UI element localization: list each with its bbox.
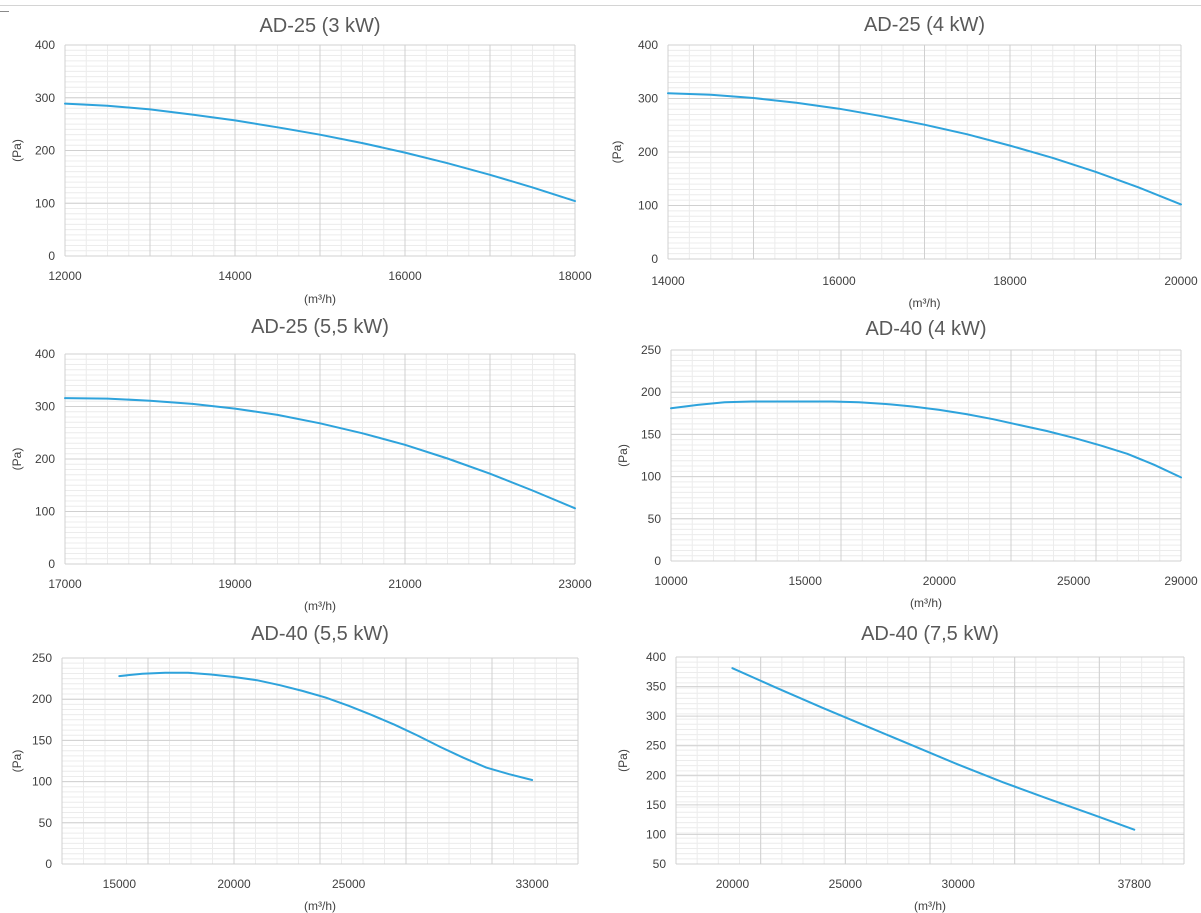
y-axis-label: (Pa) [10,750,24,773]
x-tick-label: 17000 [48,577,82,591]
series-line [667,92,1182,206]
x-axis-label: (m³/h) [304,599,336,613]
x-axis-label: (m³/h) [910,596,942,610]
x-tick-label: 25000 [829,877,863,891]
chart-ad40-7-5kw: AD-40 (7,5 kW) 50 100 150 200 250 300 350 400 200… [616,623,1185,913]
y-tick-label: 150 [641,427,661,441]
y-tick-label: 200 [641,385,661,399]
y-tick-label: 400 [35,38,55,52]
x-tick-label: 10000 [654,574,688,588]
y-tick-label: 0 [651,252,658,266]
y-tick-label: 150 [32,733,52,747]
y-tick-label: 300 [638,92,658,106]
y-axis-label: (Pa) [616,749,630,772]
chart-title: AD-40 (7,5 kW) [861,623,999,645]
y-tick-label: 250 [646,739,666,753]
x-tick-label: 29000 [1164,574,1198,588]
series-line [64,102,576,203]
y-tick-label: 100 [32,775,52,789]
y-tick-label: 300 [646,709,666,723]
y-tick-label: 300 [35,400,55,414]
x-tick-label: 14000 [218,269,252,283]
x-tick-label: 20000 [923,574,957,588]
series-line [64,397,576,510]
y-tick-label: 100 [35,196,55,210]
gridlines [667,44,1182,260]
x-tick-label: 25000 [1057,574,1091,588]
x-axis-label: (m³/h) [914,899,946,913]
chart-ad25-5-5kw: AD-25 (5,5 kW) 0 100 200 300 400 17000 19000 210… [10,316,592,613]
gridlines [61,657,579,865]
x-tick-label: 15000 [789,574,823,588]
x-tick-label: 16000 [388,269,422,283]
y-tick-label: 400 [35,347,55,361]
y-tick-label: 200 [646,768,666,782]
x-tick-label: 20000 [217,877,251,891]
x-tick-label: 23000 [558,577,592,591]
top-rule [0,5,1201,6]
x-tick-label: 33000 [515,877,549,891]
gridlines [670,349,1182,562]
y-tick-label: 0 [45,857,52,871]
y-tick-label: 100 [646,827,666,841]
y-tick-label: 100 [35,505,55,519]
x-tick-label: 25000 [332,877,366,891]
gridlines [675,656,1185,865]
x-tick-label: 16000 [822,274,856,288]
chart-ad25-3kw: AD-25 (3 kW) 0 100 200 300 400 12000 14000 16000… [10,15,592,306]
y-tick-label: 50 [648,512,662,526]
y-tick-label: 100 [638,199,658,213]
gridlines [64,353,576,565]
x-tick-label: 37800 [1118,877,1152,891]
x-axis-label: (m³/h) [304,292,336,306]
y-tick-label: 0 [48,249,55,263]
x-axis-label: (m³/h) [909,296,941,310]
x-tick-label: 18000 [558,269,592,283]
chart-title: AD-40 (4 kW) [865,318,986,340]
y-axis-label: (Pa) [610,141,624,164]
y-tick-label: 50 [653,857,667,871]
y-tick-label: 200 [35,452,55,466]
chart-ad40-5-5kw: AD-40 (5,5 kW) 0 50 100 150 200 250 15000 20000 2… [10,623,579,913]
top-corner-dash [0,11,9,12]
x-tick-label: 15000 [103,877,137,891]
y-tick-label: 100 [641,470,661,484]
x-tick-label: 20000 [1164,274,1198,288]
y-tick-label: 200 [638,145,658,159]
y-tick-label: 250 [641,343,661,357]
chart-title: AD-25 (5,5 kW) [251,316,389,338]
y-axis-label: (Pa) [10,139,24,162]
chart-ad25-4kw: AD-25 (4 kW) 0 100 200 300 400 14000 16000 18000… [610,14,1198,310]
y-tick-label: 50 [39,816,53,830]
y-tick-label: 350 [646,680,666,694]
x-tick-label: 19000 [218,577,252,591]
chart-title: AD-25 (3 kW) [259,15,380,37]
series-line [118,671,534,781]
x-tick-label: 20000 [716,877,750,891]
y-tick-label: 400 [638,38,658,52]
x-tick-label: 30000 [942,877,976,891]
chart-title: AD-40 (5,5 kW) [251,623,389,645]
chart-title: AD-25 (4 kW) [864,14,985,36]
y-tick-label: 200 [32,692,52,706]
y-tick-label: 0 [654,554,661,568]
gridlines [64,44,576,257]
x-tick-label: 18000 [993,274,1027,288]
y-axis-label: (Pa) [10,448,24,471]
series-line [670,400,1182,479]
y-tick-label: 150 [646,798,666,812]
y-tick-label: 400 [646,650,666,664]
y-axis-label: (Pa) [616,444,630,467]
x-tick-label: 12000 [48,269,82,283]
y-tick-label: 250 [32,651,52,665]
y-tick-label: 200 [35,144,55,158]
y-tick-label: 300 [35,91,55,105]
series-line [731,667,1136,831]
x-tick-label: 21000 [388,577,422,591]
y-tick-label: 0 [48,557,55,571]
x-tick-label: 14000 [651,274,685,288]
x-axis-label: (m³/h) [304,899,336,913]
chart-ad40-4kw: AD-40 (4 kW) 0 50 100 150 200 250 10000 15000 200… [616,318,1198,610]
